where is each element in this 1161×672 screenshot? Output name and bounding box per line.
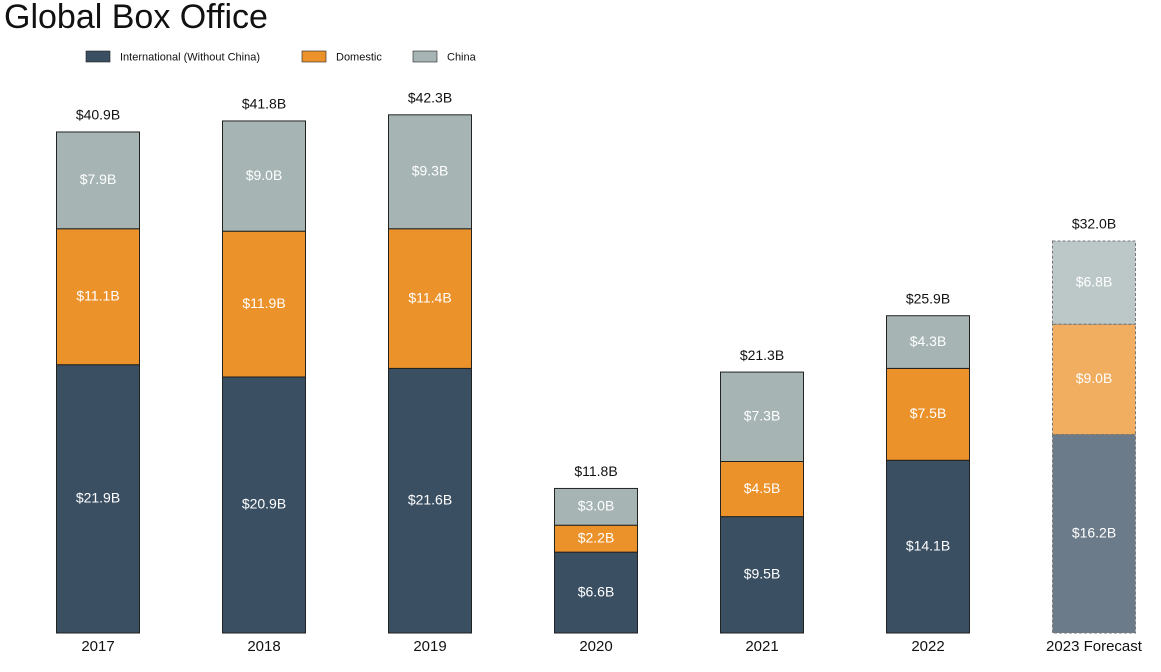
legend-label: International (Without China): [120, 51, 260, 63]
bar-value-label: $4.3B: [910, 333, 947, 349]
x-tick-label: 2019: [413, 638, 446, 655]
bar-value-label: $6.8B: [1076, 273, 1113, 289]
x-tick-label: 2022: [911, 638, 944, 655]
bar-value-label: $11.9B: [242, 295, 285, 311]
bar-segment: [554, 551, 638, 634]
bar-value-label: $9.0B: [1076, 370, 1113, 386]
bar-segment: [56, 228, 140, 366]
x-tick-label: 2023 Forecast: [1046, 638, 1143, 655]
total-label: $40.9B: [76, 107, 120, 123]
bar-value-label: $2.2B: [578, 529, 615, 545]
legend-swatch: [301, 50, 327, 63]
bar-segment: [388, 228, 472, 369]
bar-segment: [222, 376, 306, 634]
bar-segment: [388, 114, 472, 230]
total-label: $25.9B: [906, 290, 950, 306]
bar-value-label: $9.5B: [744, 566, 781, 582]
legend-swatch: [85, 50, 111, 63]
total-label: $42.3B: [408, 90, 452, 106]
x-tick-label: 2017: [81, 638, 114, 655]
bar-value-label: $21.9B: [76, 490, 120, 506]
bar-value-label: $21.6B: [408, 491, 452, 507]
bar-value-label: $7.5B: [910, 405, 947, 421]
bar-value-label: $11.4B: [408, 289, 451, 305]
bar-segment: [222, 230, 306, 378]
bar-segment: [554, 487, 638, 526]
bar-segment: [886, 315, 970, 369]
bar-value-label: $9.0B: [246, 167, 283, 183]
legend-label: China: [447, 51, 477, 63]
bar-value-label: $16.2B: [1072, 524, 1116, 540]
bar-segment: [1052, 240, 1136, 325]
legend-swatch: [412, 50, 438, 63]
total-label: $32.0B: [1072, 216, 1116, 232]
x-tick-label: 2021: [745, 638, 778, 655]
legend-label: Domestic: [336, 51, 382, 63]
bar-segment: [222, 120, 306, 232]
total-label: $41.8B: [242, 96, 286, 112]
chart-title: Global Box Office: [4, 0, 268, 36]
bar-segment: [1052, 434, 1136, 634]
bar-value-label: $20.9B: [242, 496, 286, 512]
bar-value-label: $4.5B: [744, 480, 781, 496]
bar-segment: [720, 516, 804, 634]
bar-value-label: $3.0B: [578, 498, 615, 514]
bar-segment: [554, 524, 638, 553]
total-label: $11.8B: [574, 463, 617, 479]
bar-value-label: $7.9B: [80, 171, 117, 187]
bar-segment: [886, 367, 970, 461]
bar-value-label: $7.3B: [744, 407, 781, 423]
bar-segment: [388, 367, 472, 634]
total-label: $21.3B: [740, 347, 784, 363]
bar-segment: [720, 371, 804, 463]
bar-value-label: $14.1B: [906, 537, 950, 553]
bar-value-label: $11.1B: [76, 287, 119, 303]
x-tick-label: 2018: [247, 638, 280, 655]
bar-segment: [1052, 323, 1136, 436]
bar-segment: [56, 131, 140, 230]
bar-value-label: $9.3B: [412, 162, 449, 178]
bar-segment: [886, 459, 970, 634]
x-tick-label: 2020: [579, 638, 612, 655]
bar-segment: [56, 364, 140, 634]
bar-value-label: $6.6B: [578, 583, 615, 599]
